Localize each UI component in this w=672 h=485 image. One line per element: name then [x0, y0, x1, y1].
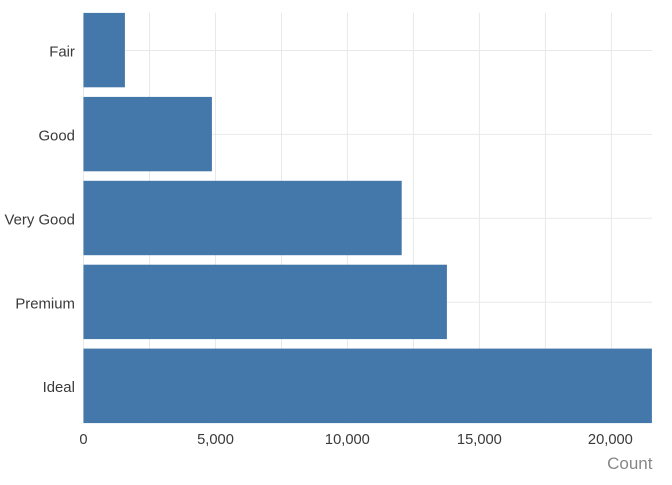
svg-text:5,000: 5,000	[197, 432, 234, 448]
svg-text:10,000: 10,000	[325, 432, 370, 448]
svg-text:Premium: Premium	[15, 296, 75, 312]
svg-text:20,000: 20,000	[588, 432, 633, 448]
svg-text:Good: Good	[38, 129, 74, 145]
svg-text:Ideal: Ideal	[43, 380, 75, 396]
svg-text:Very Good: Very Good	[5, 212, 75, 228]
svg-text:0: 0	[79, 432, 87, 448]
svg-text:Fair: Fair	[49, 45, 75, 61]
svg-text:15,000: 15,000	[457, 432, 502, 448]
svg-text:Count: Count	[607, 454, 653, 473]
